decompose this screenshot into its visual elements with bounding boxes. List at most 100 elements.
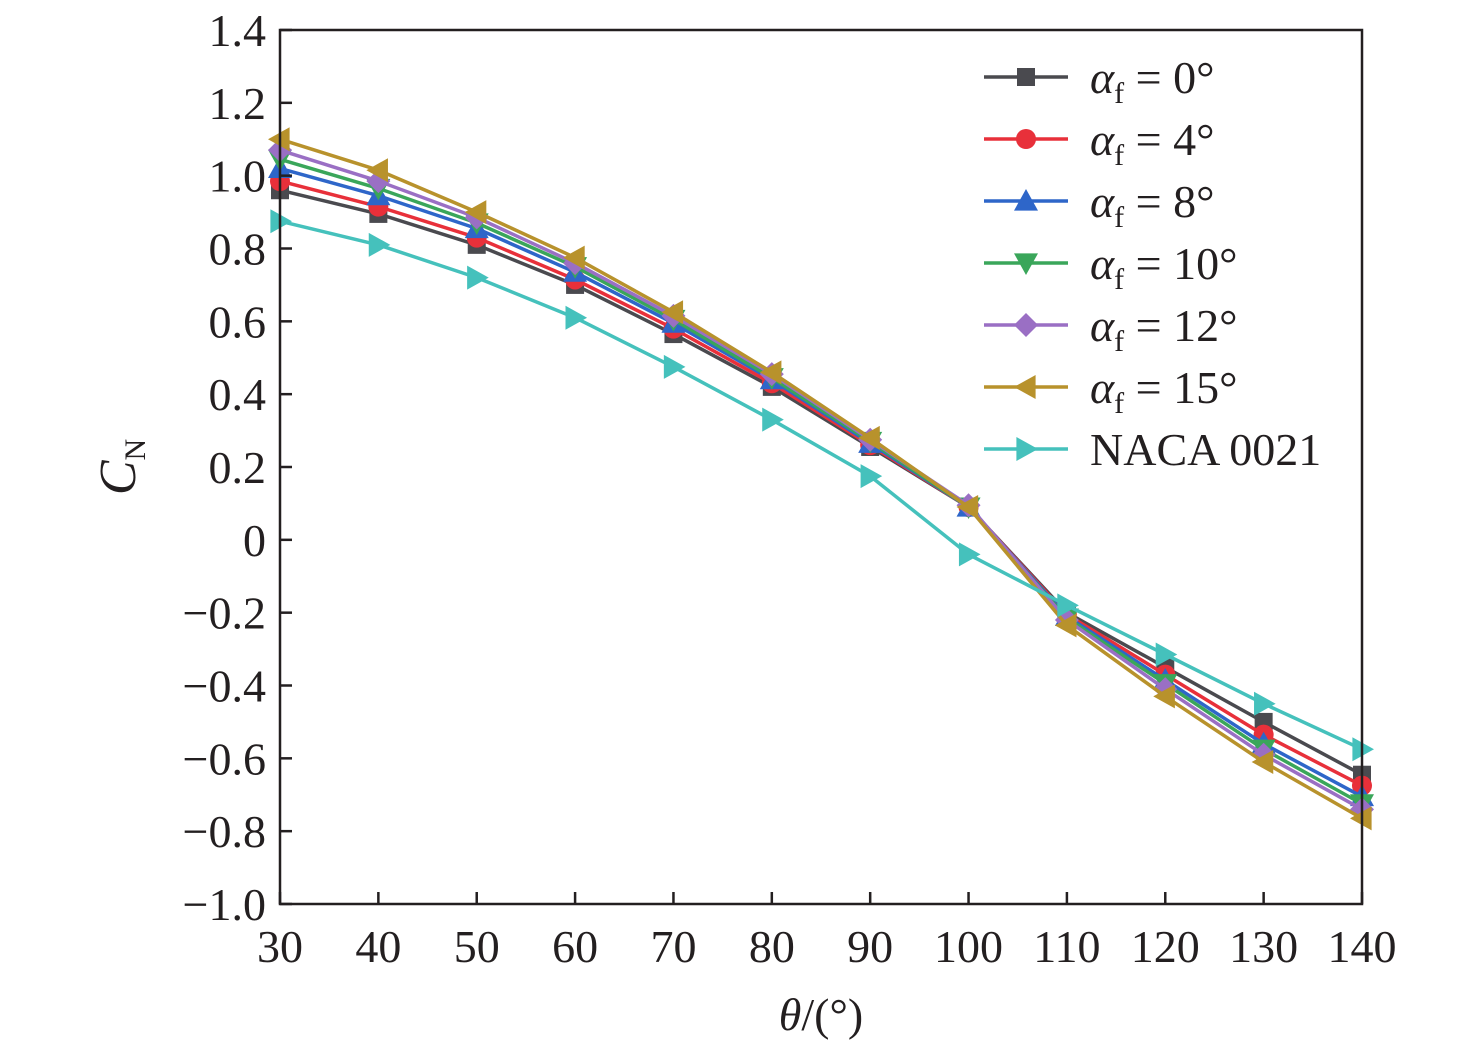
legend-entry: αf = 10°	[984, 238, 1238, 296]
data-point	[366, 158, 388, 183]
legend-subscript: f	[1114, 139, 1124, 172]
legend-value: = 12°	[1124, 300, 1237, 351]
data-point	[563, 245, 585, 270]
legend-marker	[1016, 129, 1036, 149]
x-tick-label: 90	[847, 921, 893, 972]
x-tick-label: 40	[355, 921, 401, 972]
data-point	[663, 354, 686, 379]
legend-label: αf = 4°	[1090, 114, 1215, 172]
x-tick-label: 70	[650, 921, 696, 972]
series-line	[279, 188, 1363, 777]
legend-symbol: α	[1090, 238, 1115, 289]
legend-marker	[1014, 313, 1038, 337]
series-line	[279, 157, 1363, 806]
y-tick-label: 0	[243, 515, 266, 566]
x-axis-label: θ/(°)	[779, 989, 863, 1040]
x-tick-label: 60	[552, 921, 598, 972]
series-line	[279, 219, 1363, 751]
data-point	[1251, 749, 1274, 774]
x-tick-label: 140	[1328, 921, 1397, 972]
x-tick-label: 130	[1229, 921, 1298, 972]
y-tick-label: 0.8	[209, 224, 267, 275]
x-axis-unit: /(°)	[801, 989, 863, 1040]
legend-symbol: α	[1090, 52, 1115, 103]
data-point	[661, 300, 684, 325]
legend-marker	[1014, 375, 1036, 399]
legend-entry: αf = 12°	[984, 300, 1238, 358]
data-point	[565, 305, 588, 330]
legend-marker	[1016, 437, 1038, 461]
legend-label: αf = 15°	[1090, 362, 1238, 420]
legend-entry: αf = 15°	[984, 362, 1238, 420]
y-tick-label: 0.6	[209, 296, 267, 347]
data-point	[467, 265, 489, 290]
y-tick-label: 0.4	[209, 369, 267, 420]
y-tick-label: 1.0	[209, 151, 267, 202]
legend-symbol: α	[1090, 114, 1115, 165]
legend-label: NACA 0021	[1090, 424, 1321, 475]
legend-label: αf = 8°	[1090, 176, 1215, 234]
y-tick-label: −0.2	[183, 588, 266, 639]
legend-value: = 8°	[1124, 176, 1214, 227]
data-point	[368, 232, 391, 257]
y-tick-label: 0.2	[209, 442, 267, 493]
y-tick-label: −1.0	[183, 879, 266, 930]
x-tick-label: 80	[749, 921, 795, 972]
data-point	[858, 425, 880, 450]
y-tick-label: 1.2	[209, 78, 267, 129]
y-axis-label: CN	[90, 439, 152, 495]
legend-subscript: f	[1114, 387, 1124, 420]
legend-subscript: f	[1114, 77, 1124, 110]
data-point	[762, 407, 784, 432]
x-tick-label: 120	[1131, 921, 1200, 972]
data-point	[1057, 593, 1079, 618]
legend-symbol: α	[1090, 176, 1115, 227]
legend: αf = 0°αf = 4°αf = 8°αf = 10°αf = 12°αf …	[984, 52, 1321, 475]
x-tick-label: 110	[1033, 921, 1100, 972]
legend-value: = 10°	[1124, 238, 1237, 289]
legend-marker	[1014, 253, 1038, 275]
y-tick-label: −0.6	[183, 733, 266, 784]
series-6	[270, 209, 1374, 762]
x-tick-label: 100	[934, 921, 1003, 972]
x-tick-label: 50	[454, 921, 500, 972]
y-axis-symbol: C	[90, 459, 147, 495]
data-point	[1054, 613, 1077, 638]
legend-entry: αf = 0°	[984, 52, 1215, 110]
tick-layer: 30 40 50 60 70 80 90 100 110 120 130 140 1.4 1.2 1.0 0.…	[183, 5, 1397, 972]
data-point	[956, 495, 979, 520]
legend-label: αf = 12°	[1090, 300, 1238, 358]
legend-marker	[1017, 68, 1035, 86]
series-5	[268, 127, 1372, 831]
legend-value: = 4°	[1124, 114, 1214, 165]
data-point	[1254, 691, 1276, 716]
legend-symbol: α	[1090, 362, 1115, 413]
x-tick-label: 30	[257, 921, 303, 972]
legend-subscript: f	[1114, 201, 1124, 234]
y-tick-label: −0.4	[183, 661, 266, 712]
data-point	[860, 464, 883, 489]
data-point	[464, 200, 487, 225]
data-point	[759, 360, 782, 385]
data-point	[1155, 642, 1178, 667]
y-tick-label: −0.8	[183, 806, 266, 857]
legend-entry: NACA 0021	[984, 424, 1321, 475]
x-axis-symbol: θ	[779, 989, 802, 1040]
y-axis-subscript: N	[119, 439, 152, 461]
legend-symbol: α	[1090, 300, 1115, 351]
legend-marker	[1014, 189, 1038, 211]
legend-value: = 15°	[1124, 362, 1237, 413]
legend-label: αf = 10°	[1090, 238, 1238, 296]
series-layer	[268, 127, 1374, 831]
legend-subscript: f	[1114, 263, 1124, 296]
data-point	[1153, 684, 1175, 709]
legend-value: = 0°	[1124, 52, 1214, 103]
series-line	[279, 179, 1363, 788]
data-point	[958, 542, 981, 567]
legend-label: αf = 0°	[1090, 52, 1215, 110]
legend-subscript: f	[1114, 325, 1124, 358]
legend-entry: αf = 8°	[984, 176, 1215, 234]
series-line	[279, 137, 1363, 820]
legend-entry: αf = 4°	[984, 114, 1215, 172]
